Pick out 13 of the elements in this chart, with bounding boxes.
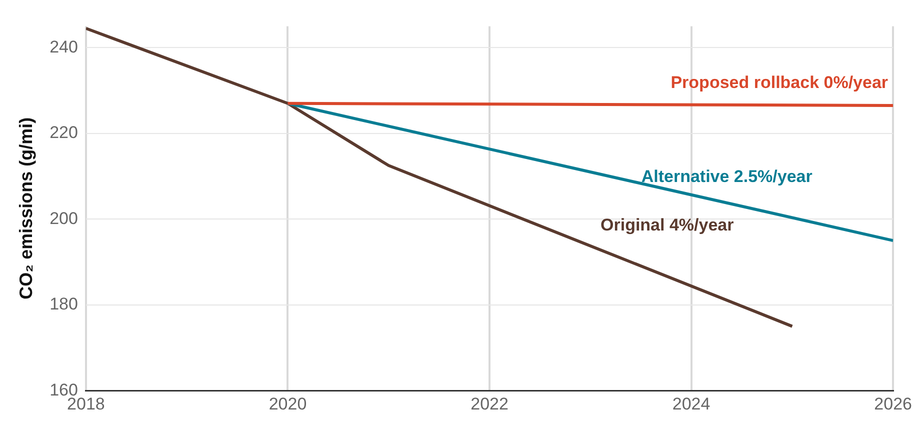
y-axis-title: CO₂ emissions (g/mi) bbox=[16, 117, 36, 300]
x-tick-label: 2024 bbox=[672, 394, 710, 414]
series-label: Alternative 2.5%/year bbox=[641, 166, 813, 186]
series-label: Proposed rollback 0%/year bbox=[670, 73, 888, 92]
x-tick-label: 2018 bbox=[67, 394, 105, 414]
y-tick-label: 180 bbox=[50, 294, 78, 314]
y-tick-label: 200 bbox=[50, 208, 78, 228]
y-tick-label: 220 bbox=[50, 123, 78, 142]
y-tick-label: 240 bbox=[50, 37, 78, 56]
series-label: Original 4%/year bbox=[600, 216, 734, 235]
x-tick-label: 2022 bbox=[470, 394, 508, 414]
x-tick-label: 2026 bbox=[874, 394, 912, 414]
x-tick-label: 2020 bbox=[268, 394, 307, 414]
